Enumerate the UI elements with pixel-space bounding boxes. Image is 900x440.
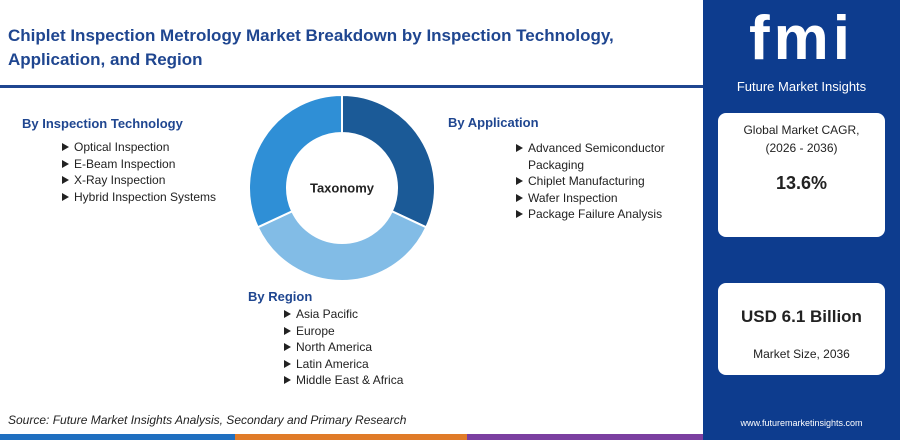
donut-segment [248,93,343,229]
section-title: By Inspection Technology [22,116,183,131]
list-item: North America [282,339,403,356]
list-item: Advanced Semiconductor Packaging [514,140,689,173]
donut-segment [256,209,428,282]
list-item: Wafer Inspection [514,190,689,207]
list-item: Europe [282,323,403,340]
region-group: By Region Asia Pacific Europe North Americ… [248,289,403,389]
logo-name: Future Market Insights [736,79,867,94]
website: www.futuremarketinsights.com [740,418,863,428]
item-list: Asia Pacific Europe North America Latin Ame… [282,306,403,389]
donut-segment [341,93,436,229]
item-list: Advanced Semiconductor Packaging Chiplet … [514,140,689,223]
title-rule [0,85,703,88]
footer-bar [0,434,235,440]
center-label: Taxonomy [310,180,375,195]
sidebar: fmi Future Market Insights Global Market… [703,0,900,440]
list-item: E-Beam Inspection [60,156,216,173]
footer-bar [467,434,703,440]
title: Chiplet Inspection Metrology Market Brea… [8,26,614,69]
cagr-value: 13.6% [775,173,828,193]
application-group: By Application Advanced Semiconductor Pa… [448,115,689,223]
footer-bar [235,434,467,440]
technology-group: By Inspection Technology Optical Inspect… [22,116,216,205]
list-item: Hybrid Inspection Systems [60,189,216,206]
source: Source: Future Market Insights Analysis,… [8,413,407,427]
list-item: Middle East & Africa [282,372,403,389]
list-item: Asia Pacific [282,306,403,323]
size-value: USD 6.1 Billion [741,307,862,326]
size-label: Market Size, 2036 [753,347,850,361]
list-item: Optical Inspection [60,139,216,156]
donut: Taxonomy [248,93,436,282]
cagr-card: Global Market CAGR, (2026 - 2036) 13.6% [718,113,885,237]
list-item: Chiplet Manufacturing [514,173,689,190]
cagr-label: Global Market CAGR, (2026 - 2036) [743,123,860,155]
list-item: X-Ray Inspection [60,172,216,189]
section-title: By Application [448,115,539,130]
list-item: Package Failure Analysis [514,206,689,223]
size-card: USD 6.1 Billion Market Size, 2036 [718,283,885,375]
item-list: Optical Inspection E-Beam Inspection X-Ray… [60,139,216,205]
logo-mark: fmi [749,4,854,73]
section-title: By Region [248,289,313,304]
list-item: Latin America [282,356,403,373]
